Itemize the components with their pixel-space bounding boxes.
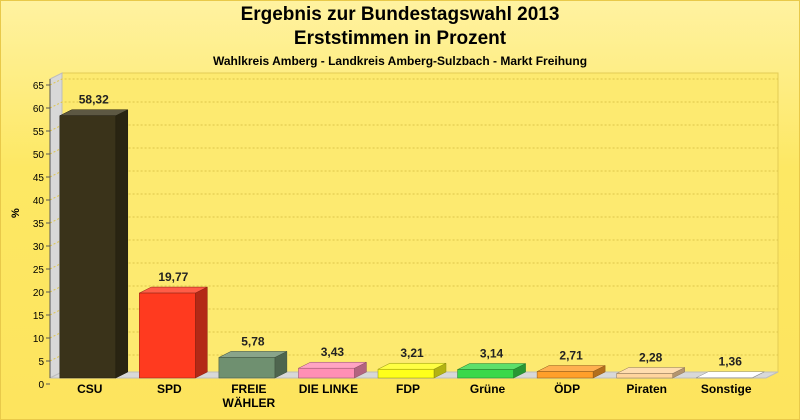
y-tick-label: 35 — [33, 219, 45, 230]
data-label: 58,32 — [79, 93, 109, 107]
data-label: 1,36 — [719, 355, 743, 369]
bar-front — [59, 115, 117, 379]
bar-front — [298, 367, 355, 379]
gridline — [49, 78, 778, 86]
bar-front — [536, 371, 594, 379]
bar — [218, 351, 288, 379]
x-tick-label: Grüne — [470, 382, 506, 396]
bar-top — [298, 361, 367, 369]
bar — [536, 365, 606, 379]
y-tick-label: 10 — [33, 334, 45, 345]
y-tick-label: 50 — [33, 150, 45, 161]
data-label: 3,14 — [480, 347, 504, 361]
bar-front — [457, 369, 514, 379]
y-tick-label: 60 — [33, 104, 45, 115]
y-tick-label: 65 — [33, 81, 45, 92]
bar-front — [218, 357, 276, 379]
x-tick-label: Piraten — [626, 382, 667, 396]
bar-top — [377, 362, 447, 370]
x-tick-label: ÖDP — [554, 381, 580, 396]
data-label: 2,28 — [639, 351, 663, 365]
data-label: 2,71 — [559, 349, 583, 363]
bar-top — [616, 367, 685, 374]
bar — [139, 286, 208, 379]
chart-subtitle: Erststimmen in Prozent — [293, 28, 507, 49]
y-tick-label: 55 — [33, 127, 45, 138]
y-tick-label: 25 — [33, 265, 45, 276]
x-tick-label: SPD — [157, 382, 182, 396]
x-tick-label: FREIE — [231, 382, 266, 396]
x-tick-label: WÄHLER — [223, 395, 276, 410]
y-tick-label: 20 — [33, 288, 45, 299]
bar-top — [457, 363, 526, 370]
x-tick-label: Sonstige — [701, 382, 752, 396]
gridline — [49, 101, 778, 109]
bar-top — [536, 365, 606, 372]
y-tick-label: 5 — [38, 357, 44, 368]
y-tick-label: 40 — [33, 196, 45, 207]
bar — [298, 361, 367, 379]
bar-top — [59, 109, 128, 116]
y-tick-label: 15 — [33, 311, 45, 322]
bar — [616, 367, 685, 379]
y-tick-label: 30 — [33, 242, 45, 253]
bar-top — [139, 286, 208, 294]
data-label: 5,78 — [241, 334, 265, 348]
bar-side — [195, 286, 208, 379]
x-tick-label: CSU — [77, 382, 102, 396]
bar — [377, 362, 447, 379]
bar-side — [115, 109, 129, 379]
bar-front — [377, 368, 435, 379]
x-tick-label: DIE LINKE — [299, 382, 358, 396]
bar-front — [139, 292, 196, 379]
y-tick-label: 45 — [33, 173, 45, 184]
data-label: 3,43 — [321, 345, 345, 359]
bar-top — [218, 351, 288, 358]
bar — [59, 109, 129, 379]
bar — [457, 363, 526, 379]
y-tick-label: 0 — [38, 380, 44, 391]
bar-top — [696, 371, 765, 378]
data-label: 3,21 — [400, 346, 424, 360]
bar — [695, 371, 765, 379]
data-label: 19,77 — [158, 270, 188, 284]
chart-title: Ergebnis zur Bundestagswahl 2013 — [240, 4, 560, 25]
chart-subtitle-2: Wahlkreis Amberg - Landkreis Amberg-Sulz… — [212, 54, 588, 68]
x-tick-label: FDP — [396, 382, 420, 396]
bar-front — [616, 373, 673, 379]
